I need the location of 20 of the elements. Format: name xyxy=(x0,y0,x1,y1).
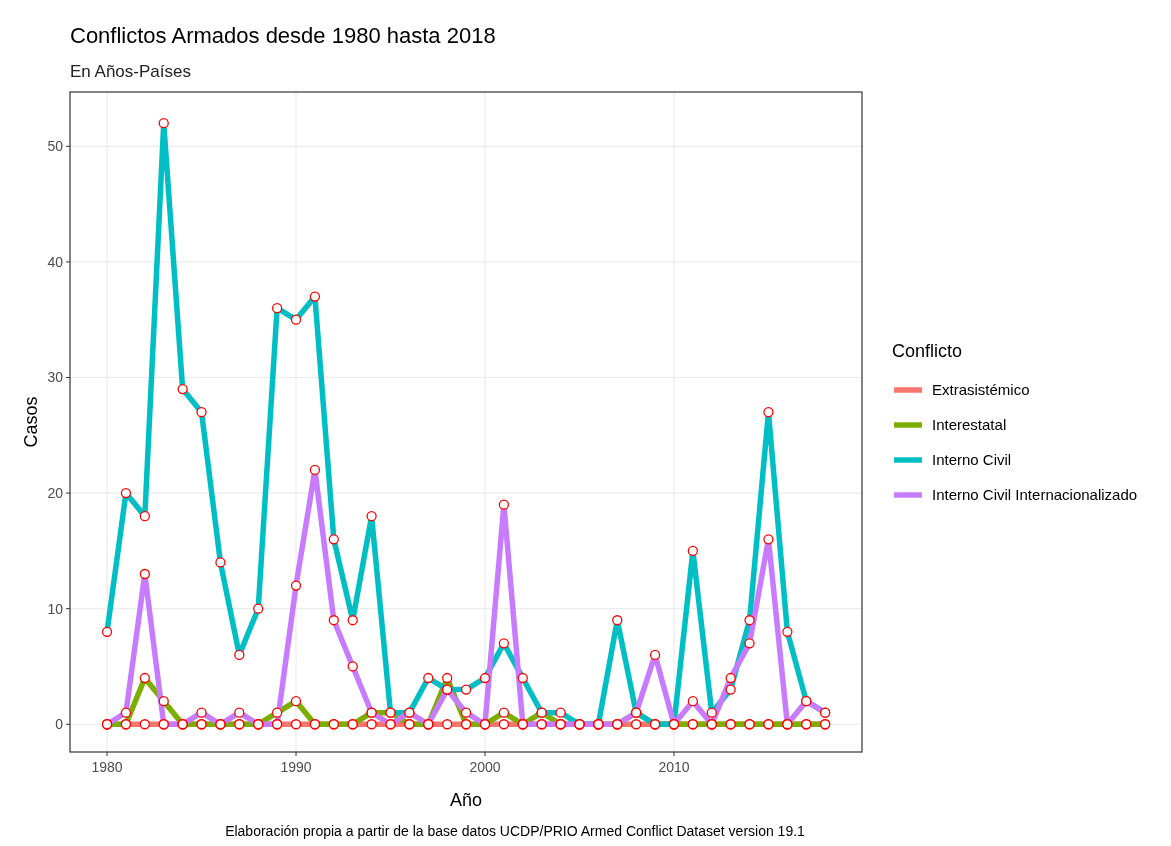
legend-title: Conflicto xyxy=(892,341,963,361)
chart-subtitle: En Años-Países xyxy=(70,62,191,81)
legend-label: Interno Civil Internacionalizado xyxy=(932,486,1138,504)
chart-title: Conflictos Armados desde 1980 hasta 2018 xyxy=(70,23,496,48)
legend-label: Interno Civil xyxy=(932,451,1012,469)
y-tick-label: 20 xyxy=(47,484,64,501)
legend-label: Interestatal xyxy=(932,416,1007,434)
y-tick-label: 30 xyxy=(47,369,64,386)
y-tick-label: 0 xyxy=(55,716,64,733)
y-tick-label: 40 xyxy=(47,253,64,270)
y-tick-label: 10 xyxy=(47,600,64,617)
y-axis-title: Casos xyxy=(21,396,41,448)
text: Elaboración propia a partir de la base datos UCDP/PRIO Armed Conflict Dataset version 19.1 xyxy=(225,823,806,839)
x-tick-label: 1990 xyxy=(280,759,312,775)
x-tick-label: 2000 xyxy=(469,759,501,775)
y-tick-label: 50 xyxy=(47,138,64,155)
legend-label: Extrasistémico xyxy=(932,381,1030,399)
x-tick-label: 1980 xyxy=(91,759,123,775)
x-axis-title: Año xyxy=(449,790,483,810)
x-tick-label: 2010 xyxy=(658,759,690,775)
